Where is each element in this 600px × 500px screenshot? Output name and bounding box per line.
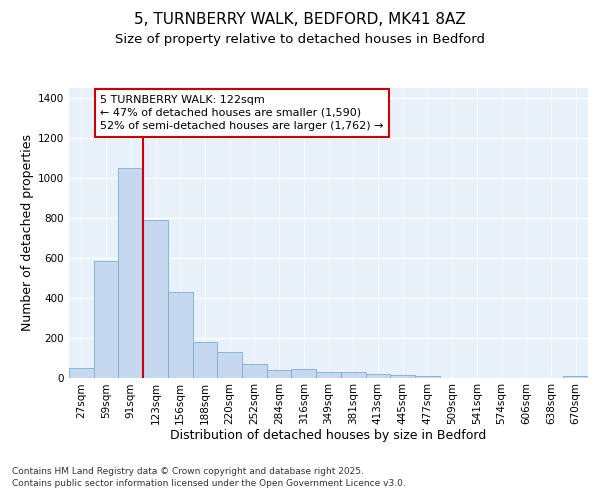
Bar (118, 168, 143, 378)
X-axis label: Distribution of detached houses by size in Bedford: Distribution of detached houses by size … (170, 428, 487, 442)
Bar (94, 260, 118, 378)
Bar (365, 374, 390, 378)
Bar (563, 376, 588, 378)
Bar (217, 352, 242, 378)
Bar (69, 368, 94, 378)
Bar (390, 375, 415, 378)
Text: Contains HM Land Registry data © Crown copyright and database right 2025.
Contai: Contains HM Land Registry data © Crown c… (12, 466, 406, 487)
Bar (292, 368, 316, 378)
Bar (193, 342, 217, 378)
Bar (143, 220, 168, 378)
Bar (415, 376, 440, 378)
Bar (316, 372, 341, 378)
Bar (168, 292, 193, 378)
Bar (267, 370, 292, 378)
Text: 5 TURNBERRY WALK: 122sqm
← 47% of detached houses are smaller (1,590)
52% of sem: 5 TURNBERRY WALK: 122sqm ← 47% of detach… (100, 95, 383, 131)
Bar (242, 364, 267, 378)
Text: Size of property relative to detached houses in Bedford: Size of property relative to detached ho… (115, 32, 485, 46)
Bar (341, 372, 365, 378)
Text: 5, TURNBERRY WALK, BEDFORD, MK41 8AZ: 5, TURNBERRY WALK, BEDFORD, MK41 8AZ (134, 12, 466, 28)
Y-axis label: Number of detached properties: Number of detached properties (21, 134, 34, 331)
